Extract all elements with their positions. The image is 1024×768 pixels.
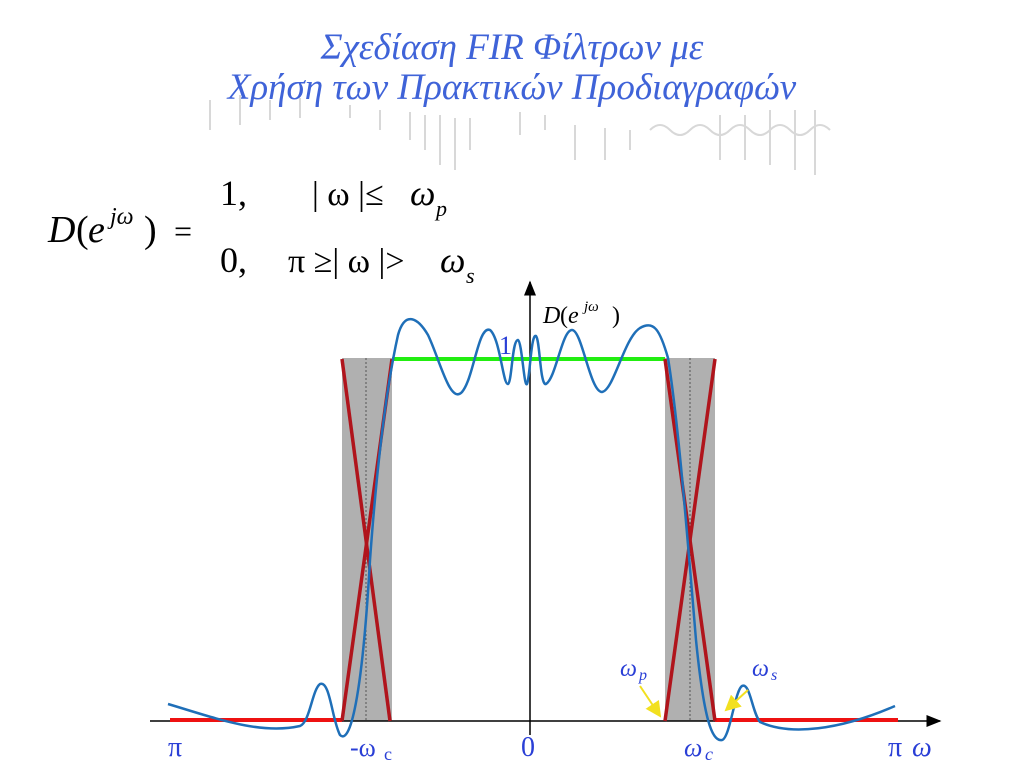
y-axis-label: D ( e jω ) xyxy=(542,299,620,329)
svg-text:c: c xyxy=(705,744,713,764)
eq-case1-omega: ω xyxy=(410,173,435,213)
title-line-2: Χρήση των Πρακτικών Προδιαγραφών xyxy=(227,67,797,108)
label-neg-pi: π xyxy=(168,732,182,763)
svg-text:ω: ω xyxy=(684,733,702,762)
label-neg-omega-c: -ω c xyxy=(350,733,392,764)
eq-exponent: jω xyxy=(107,204,134,230)
svg-text:jω: jω xyxy=(582,299,599,315)
eq-equals: = xyxy=(174,213,192,249)
svg-text:s: s xyxy=(771,667,777,684)
eq-case2-value: 0, xyxy=(220,240,247,280)
svg-text:e: e xyxy=(568,303,579,329)
label-omega-s: ω s xyxy=(752,656,777,684)
eq-case1-value: 1, xyxy=(220,173,247,213)
one-tick-label: 1 xyxy=(499,331,512,360)
svg-text:ω: ω xyxy=(752,656,769,682)
svg-text:D: D xyxy=(542,303,560,329)
eq-close-paren: ) xyxy=(144,209,157,251)
label-omega-p: ω p xyxy=(620,656,647,684)
eq-case2-omega: ω xyxy=(440,240,465,280)
eq-case2-condition: π ≥| ω |> xyxy=(288,243,405,280)
eq-case1-condition: | ω |≤ xyxy=(312,176,384,213)
svg-text:): ) xyxy=(612,303,620,329)
ideal-response-equation: D ( e jω ) = 1, | ω |≤ ω p 0, π ≥| ω |> … xyxy=(47,173,475,288)
background-signal-watermark xyxy=(209,95,831,175)
eq-D: D xyxy=(47,209,75,251)
svg-text:p: p xyxy=(638,667,647,684)
eq-e: e xyxy=(88,209,105,251)
label-pi: π xyxy=(888,732,902,763)
svg-text:c: c xyxy=(384,744,392,764)
svg-text:-ω: -ω xyxy=(350,733,376,762)
svg-text:ω: ω xyxy=(620,656,637,682)
omega-p-arrow xyxy=(639,685,662,718)
eq-case2-sub: s xyxy=(466,263,475,288)
label-omega: ω xyxy=(912,732,932,763)
label-zero: 0 xyxy=(521,732,535,763)
title-line-1: Σχεδίαση FIR Φίλτρων με xyxy=(320,27,704,68)
eq-case1-sub: p xyxy=(434,196,447,221)
transition-lines xyxy=(340,358,717,722)
svg-text:(: ( xyxy=(560,303,568,329)
eq-open-paren: ( xyxy=(76,209,89,251)
response-curve xyxy=(167,318,896,742)
label-omega-c: ω c xyxy=(684,733,713,764)
omega-s-arrow xyxy=(724,689,749,712)
